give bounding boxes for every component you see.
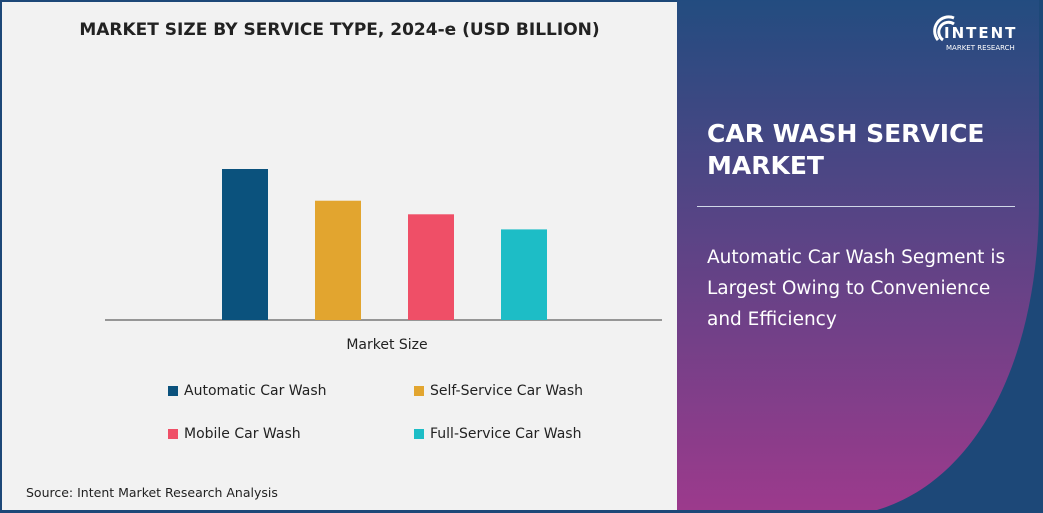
signal-icon xyxy=(933,15,955,42)
x-axis-label: Market Size xyxy=(346,337,428,353)
legend-item: Automatic Car Wash xyxy=(168,383,327,399)
logo-tagline: MARKET RESEARCH xyxy=(946,44,1015,52)
intent-logo: INTENT MARKET RESEARCH xyxy=(930,10,1015,54)
legend-label: Automatic Car Wash xyxy=(184,383,327,399)
legend-item: Full-Service Car Wash xyxy=(414,426,581,442)
legend-swatch xyxy=(168,386,178,396)
legend-swatch xyxy=(414,386,424,396)
divider xyxy=(697,206,1015,207)
bar-automatic-car-wash xyxy=(222,169,268,320)
legend-swatch xyxy=(414,429,424,439)
legend-swatch xyxy=(168,429,178,439)
legend-item: Self-Service Car Wash xyxy=(414,383,583,399)
legend-label: Full-Service Car Wash xyxy=(430,426,582,442)
bar-mobile-car-wash xyxy=(408,214,454,320)
bar-chart xyxy=(105,169,662,321)
legend-label: Mobile Car Wash xyxy=(184,426,301,442)
source-note: Source: Intent Market Research Analysis xyxy=(26,485,278,500)
legend-item: Mobile Car Wash xyxy=(168,426,301,442)
logo-name: INTENT xyxy=(944,24,1018,42)
bar-self-service-car-wash xyxy=(315,200,361,320)
legend-label: Self-Service Car Wash xyxy=(430,383,584,399)
market-title: CAR WASH SERVICE MARKET xyxy=(707,119,985,180)
info-panel-bg xyxy=(677,0,1039,510)
chart-panel: MARKET SIZE BY SERVICE TYPE, 2024-e (USD… xyxy=(2,2,677,510)
market-subtitle: Automatic Car Wash Segment is Largest Ow… xyxy=(707,247,1006,330)
bar-full-service-car-wash xyxy=(501,229,547,320)
chart-title: MARKET SIZE BY SERVICE TYPE, 2024-e (USD… xyxy=(79,20,600,40)
